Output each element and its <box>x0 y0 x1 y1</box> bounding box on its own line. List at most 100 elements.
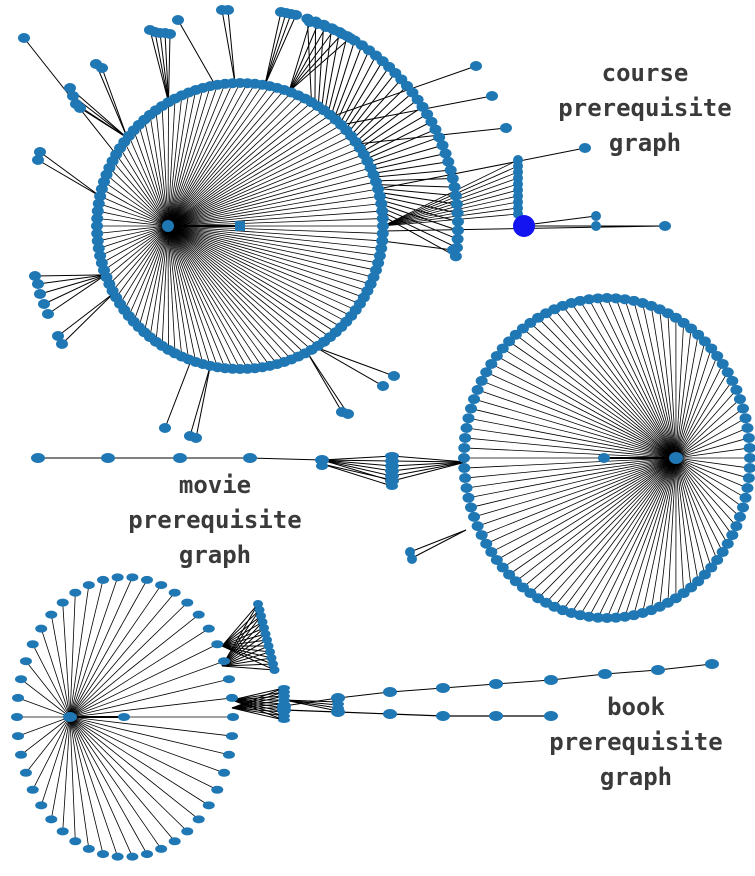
edge <box>20 678 71 718</box>
edge <box>115 154 169 227</box>
node <box>342 409 354 419</box>
edge <box>99 195 169 227</box>
edge <box>167 225 278 365</box>
edge <box>189 365 211 437</box>
edge <box>675 457 685 594</box>
node <box>26 785 39 794</box>
edge <box>143 119 169 227</box>
node <box>168 588 181 597</box>
node <box>202 624 215 633</box>
node <box>460 482 473 493</box>
edge <box>167 225 368 292</box>
edge <box>288 37 351 92</box>
edge <box>37 274 106 285</box>
edge <box>69 716 188 832</box>
edge <box>283 699 339 712</box>
course-graph-label: course prerequisite graph <box>535 56 755 161</box>
node <box>91 213 104 224</box>
node <box>172 15 184 25</box>
edge <box>133 130 169 227</box>
edge <box>391 460 467 463</box>
edge <box>491 457 677 553</box>
edge <box>69 660 225 718</box>
edge <box>32 644 71 718</box>
book-label-line-1: book <box>607 693 665 721</box>
edge <box>615 457 677 618</box>
edge <box>167 225 226 369</box>
edge <box>366 128 436 160</box>
book-prerequisite-graph <box>11 573 719 861</box>
node <box>609 612 622 623</box>
node <box>74 103 86 113</box>
node <box>140 575 153 584</box>
edge <box>288 26 327 92</box>
edge <box>99 225 169 257</box>
node <box>462 492 475 503</box>
edge <box>115 225 169 298</box>
node <box>45 815 58 824</box>
edge <box>530 322 677 459</box>
edge <box>167 225 306 354</box>
edge <box>231 699 285 709</box>
edge <box>69 716 199 820</box>
node <box>429 124 442 135</box>
node <box>32 155 44 165</box>
node <box>460 423 473 434</box>
edge <box>355 92 413 143</box>
edge <box>391 461 467 467</box>
node <box>118 713 130 721</box>
node <box>705 659 719 669</box>
node <box>439 148 452 159</box>
node <box>126 573 139 582</box>
edge <box>675 380 733 459</box>
node <box>739 492 752 503</box>
node <box>490 554 503 565</box>
edge <box>554 308 677 459</box>
node <box>19 768 32 777</box>
edge <box>167 225 233 369</box>
edge <box>159 32 169 103</box>
node <box>737 502 750 513</box>
edge <box>515 334 677 459</box>
edge <box>167 95 183 227</box>
node <box>721 367 734 378</box>
edge <box>167 160 368 227</box>
node <box>475 375 488 386</box>
node <box>698 569 711 580</box>
edge <box>69 592 175 718</box>
edge <box>675 341 706 459</box>
edge <box>221 615 262 647</box>
edge <box>468 417 677 459</box>
edge <box>69 614 199 718</box>
edge <box>20 716 71 756</box>
edge <box>167 210 383 227</box>
node <box>344 33 356 43</box>
edge <box>167 225 347 323</box>
node <box>268 660 278 668</box>
edge <box>379 195 458 214</box>
course-label-line-1: course <box>601 59 689 87</box>
node <box>592 612 605 623</box>
node <box>592 293 605 304</box>
node <box>458 442 471 453</box>
node <box>56 827 69 836</box>
edge <box>333 45 363 119</box>
node <box>726 530 739 541</box>
edge <box>69 716 148 855</box>
node <box>509 329 522 340</box>
node <box>253 600 263 608</box>
node <box>591 211 601 221</box>
edge <box>69 716 104 855</box>
node <box>698 336 711 347</box>
movie-prerequisite-graph <box>31 293 755 623</box>
edge <box>167 225 383 242</box>
node <box>598 669 612 679</box>
edge <box>17 697 71 718</box>
edge <box>321 459 393 472</box>
node <box>388 371 400 381</box>
node <box>332 705 344 711</box>
edge <box>481 380 677 459</box>
node <box>436 711 450 721</box>
edge <box>69 585 90 718</box>
edge <box>377 188 456 197</box>
